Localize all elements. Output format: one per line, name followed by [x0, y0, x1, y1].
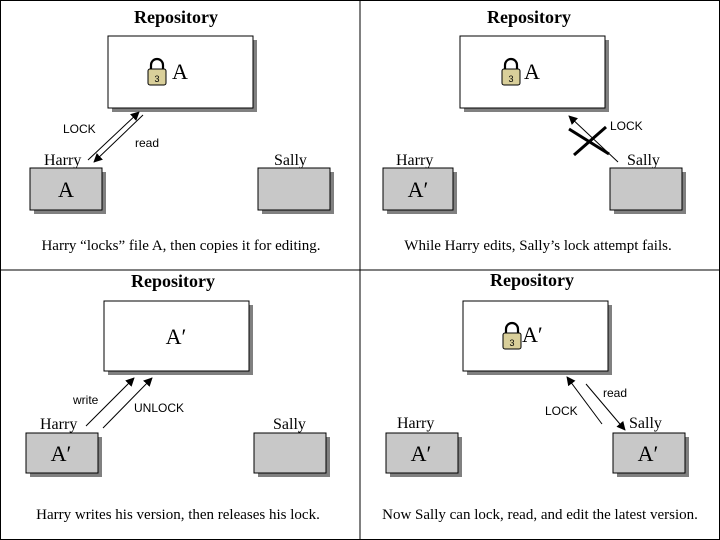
arrow-label-unlock: UNLOCK [134, 401, 184, 415]
repository-box [459, 35, 606, 109]
arrow-label-read: read [135, 136, 159, 150]
lock-icon: 3 [502, 321, 522, 350]
repository-box [107, 35, 254, 109]
arrow-label-lock: LOCK [610, 119, 643, 133]
arrow-label-read: read [603, 386, 627, 400]
panel-4: Repository 3 A′ read LOCK Harry Sally A′… [382, 270, 698, 523]
lock-icon: 3 [501, 57, 521, 86]
sally-label: Sally [273, 416, 306, 433]
harry-box [29, 167, 103, 211]
sally-box [253, 432, 327, 474]
panel-caption: Now Sally can lock, read, and edit the l… [382, 507, 698, 523]
repository-file-label: A [524, 59, 540, 84]
harry-file-label: A′ [51, 441, 72, 466]
sally-file-label: A′ [638, 441, 659, 466]
failed-lock-cross [573, 125, 607, 157]
panel-2: Repository 3 A LOCK Harry Sally A′ While… [382, 7, 686, 254]
sally-box [609, 167, 683, 211]
lock-arrow [585, 383, 626, 431]
panel-caption: While Harry edits, Sally’s lock attempt … [404, 238, 671, 254]
sally-box [257, 167, 331, 211]
panel-caption: Harry “locks” file A, then copies it for… [41, 238, 320, 254]
repository-box [103, 300, 250, 372]
sally-label: Sally [627, 152, 660, 169]
lock-arrow [87, 111, 140, 161]
repository-title: Repository [490, 270, 574, 290]
panel-3: Repository A′ write UNLOCK Harry Sally A… [25, 271, 330, 523]
arrow-label-lock: LOCK [545, 404, 578, 418]
panel-caption: Harry writes his version, then releases … [36, 507, 320, 523]
sally-label: Sally [274, 152, 307, 169]
svg-text:3: 3 [509, 338, 514, 348]
read-arrow [93, 114, 144, 163]
harry-label: Harry [396, 152, 433, 169]
harry-file-label: A′ [408, 177, 429, 202]
write-arrow [85, 377, 135, 427]
arrow-label-lock: LOCK [63, 122, 96, 136]
harry-box [385, 432, 459, 474]
svg-text:3: 3 [508, 74, 513, 84]
harry-file-label: A′ [411, 441, 432, 466]
harry-box [382, 167, 454, 211]
repository-title: Repository [131, 271, 215, 291]
sally-label: Sally [629, 415, 662, 432]
unlock-arrow [102, 377, 153, 429]
sally-box [612, 432, 686, 474]
harry-box [25, 432, 99, 474]
repository-box [462, 300, 609, 372]
lock-icon: 3 [147, 57, 167, 86]
arrow-label-write: write [72, 393, 99, 407]
repository-file-label: A′ [522, 322, 543, 347]
repository-title: Repository [487, 7, 571, 27]
harry-label: Harry [397, 415, 434, 432]
panel-1: Repository 3 A LOCK read Harry Sally A H… [29, 7, 334, 254]
repository-file-label: A [172, 59, 188, 84]
harry-label: Harry [44, 152, 81, 169]
read-arrow [566, 376, 603, 425]
harry-file-label: A [58, 177, 74, 202]
repository-title: Repository [134, 7, 218, 27]
repository-file-label: A′ [166, 324, 187, 349]
harry-label: Harry [40, 416, 77, 433]
svg-text:3: 3 [154, 74, 159, 84]
